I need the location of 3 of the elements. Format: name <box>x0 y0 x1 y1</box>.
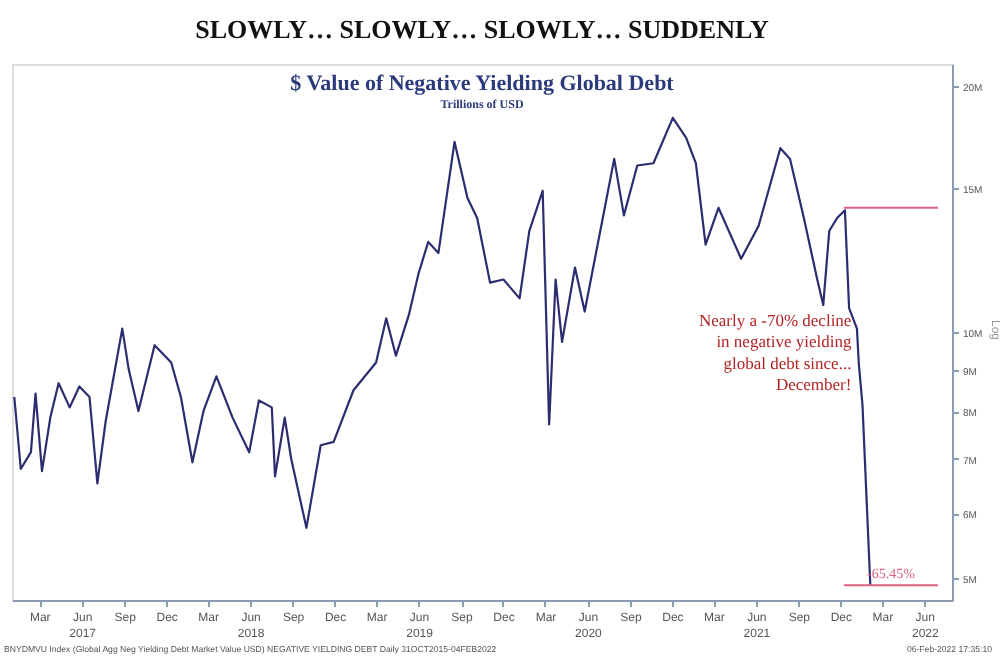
chart-subtitle: $ Value of Negative Yielding Global Debt <box>290 72 675 96</box>
annotation: Nearly a -70% decline in negative yielding global debt since... December! <box>698 310 853 394</box>
chart-title: SLOWLY… SLOWLY… SLOWLY… SUDDENLY <box>195 14 770 44</box>
